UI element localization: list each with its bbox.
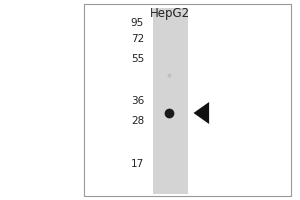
Bar (153, 8, 188, 194)
Bar (84, 4, 291, 196)
Polygon shape (194, 102, 209, 124)
Text: 95: 95 (131, 18, 144, 28)
Text: 36: 36 (131, 96, 144, 106)
Text: 28: 28 (131, 116, 144, 126)
Text: 72: 72 (131, 34, 144, 44)
Text: 55: 55 (131, 54, 144, 64)
Text: HepG2: HepG2 (149, 7, 190, 21)
Text: 17: 17 (131, 159, 144, 169)
